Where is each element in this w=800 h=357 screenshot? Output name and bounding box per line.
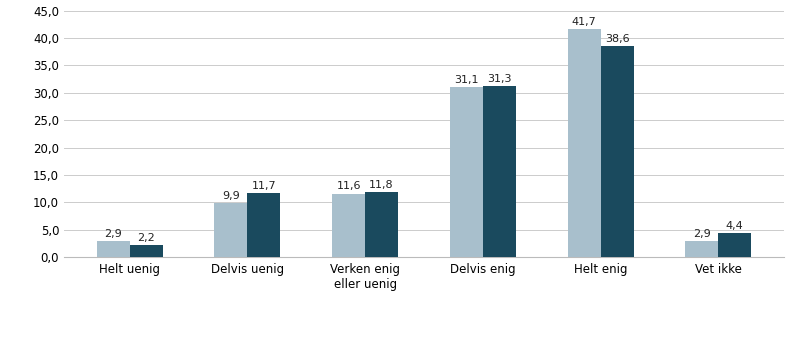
Bar [718, 233, 751, 257]
Text: 2,9: 2,9 [104, 229, 122, 239]
Bar [686, 241, 718, 257]
Bar [483, 86, 516, 257]
Text: 4,4: 4,4 [726, 221, 744, 231]
Bar [247, 193, 280, 257]
Text: 2,9: 2,9 [693, 229, 710, 239]
Bar [601, 46, 634, 257]
Text: 31,3: 31,3 [487, 74, 511, 84]
Text: 31,1: 31,1 [454, 75, 478, 85]
Bar [450, 87, 483, 257]
Text: 9,9: 9,9 [222, 191, 240, 201]
Text: 11,6: 11,6 [337, 181, 361, 191]
Bar [568, 29, 601, 257]
Text: 41,7: 41,7 [572, 16, 597, 26]
Bar [332, 193, 365, 257]
Bar [214, 203, 247, 257]
Bar [365, 192, 398, 257]
Text: 11,8: 11,8 [370, 180, 394, 190]
Text: 11,7: 11,7 [251, 181, 276, 191]
Bar [97, 241, 130, 257]
Bar [130, 245, 162, 257]
Text: 2,2: 2,2 [138, 233, 155, 243]
Text: 38,6: 38,6 [605, 34, 630, 44]
